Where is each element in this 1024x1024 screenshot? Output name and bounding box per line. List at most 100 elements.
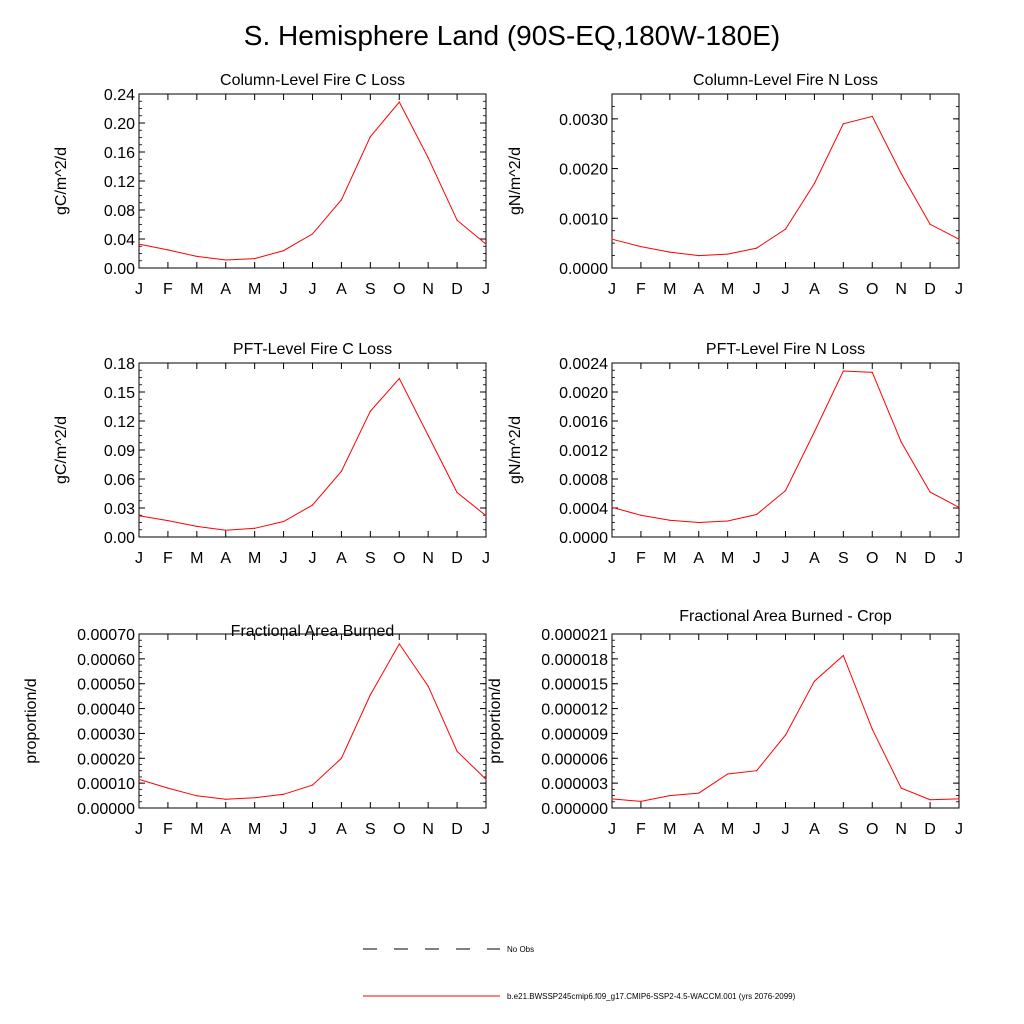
figure-title: S. Hemisphere Land (90S-EQ,180W-180E) bbox=[243, 20, 781, 51]
y-tick-label: 0.20 bbox=[104, 116, 135, 133]
x-tick-label: M bbox=[663, 281, 676, 298]
data-point bbox=[784, 228, 787, 230]
x-tick-label: D bbox=[924, 281, 936, 298]
series-line bbox=[138, 377, 487, 531]
y-tick-label: 0.000015 bbox=[541, 677, 608, 694]
y-tick-label: 0.0000 bbox=[559, 261, 608, 278]
x-tick-label: S bbox=[365, 821, 376, 838]
x-tick-label: O bbox=[393, 281, 405, 298]
x-tick-label: M bbox=[190, 550, 203, 567]
x-tick-label: D bbox=[924, 550, 936, 567]
panel-title: Column-Level Fire C Loss bbox=[220, 72, 405, 89]
x-tick-label: A bbox=[809, 281, 820, 298]
x-tick-label: A bbox=[809, 550, 820, 567]
y-tick-label: 0.0012 bbox=[559, 443, 608, 460]
data-point bbox=[842, 123, 844, 125]
plot-frame bbox=[138, 362, 487, 538]
x-tick-label: J bbox=[280, 550, 288, 567]
x-tick-label: J bbox=[280, 281, 288, 298]
data-point bbox=[727, 773, 729, 775]
x-tick-label: D bbox=[451, 550, 463, 567]
y-axis-label: gC/m^2/d bbox=[53, 147, 70, 215]
data-point bbox=[698, 254, 700, 257]
x-tick-label: F bbox=[636, 821, 646, 838]
x-tick-label: J bbox=[608, 821, 616, 838]
y-tick-label: 0.09 bbox=[104, 443, 135, 460]
series-line bbox=[611, 370, 960, 524]
y-tick-label: 0.00 bbox=[104, 261, 135, 278]
data-point bbox=[254, 527, 256, 529]
data-point bbox=[398, 643, 400, 645]
data-point bbox=[398, 101, 400, 103]
x-tick-label: A bbox=[220, 550, 231, 567]
y-tick-label: 0.0000 bbox=[559, 530, 608, 547]
x-tick-label: J bbox=[753, 821, 761, 838]
x-tick-label: J bbox=[955, 550, 963, 567]
data-point bbox=[282, 250, 285, 252]
data-point bbox=[225, 529, 227, 531]
y-tick-label: 0.000003 bbox=[541, 776, 608, 793]
x-tick-label: J bbox=[782, 821, 790, 838]
x-tick-label: F bbox=[636, 550, 646, 567]
legend: No Obs b.e21.BWSSP245cmip6.f09_g17.CMIP6-… bbox=[363, 945, 796, 1001]
panel-title: PFT-Level Fire C Loss bbox=[233, 341, 392, 358]
data-point bbox=[138, 243, 140, 245]
x-tick-label: J bbox=[782, 281, 790, 298]
x-tick-label: J bbox=[753, 550, 761, 567]
y-axis-label: proportion/d bbox=[23, 678, 40, 763]
y-tick-label: 0.00030 bbox=[77, 726, 135, 743]
x-tick-label: J bbox=[280, 821, 288, 838]
x-tick-label: S bbox=[838, 821, 849, 838]
data-point bbox=[138, 778, 140, 781]
data-point bbox=[727, 253, 729, 255]
x-tick-label: A bbox=[336, 550, 347, 567]
y-tick-label: 0.15 bbox=[104, 385, 135, 402]
y-tick-label: 0.18 bbox=[104, 356, 135, 373]
x-tick-label: M bbox=[248, 821, 261, 838]
x-tick-label: M bbox=[721, 550, 734, 567]
data-point bbox=[611, 798, 613, 800]
y-tick-label: 0.00040 bbox=[77, 702, 135, 719]
x-tick-label: N bbox=[895, 821, 907, 838]
y-tick-label: 0.00 bbox=[104, 530, 135, 547]
x-tick-label: O bbox=[393, 550, 405, 567]
x-tick-label: A bbox=[693, 550, 704, 567]
data-point bbox=[369, 694, 371, 696]
data-point bbox=[456, 219, 458, 221]
x-tick-label: A bbox=[336, 821, 347, 838]
y-tick-label: 0.0020 bbox=[559, 162, 608, 179]
data-point bbox=[282, 793, 285, 795]
legend-label: No Obs bbox=[507, 945, 534, 954]
data-point bbox=[485, 515, 487, 517]
x-tick-label: O bbox=[393, 821, 405, 838]
y-tick-label: 0.12 bbox=[104, 174, 135, 191]
y-tick-label: 0.000021 bbox=[541, 627, 608, 644]
data-point bbox=[871, 115, 873, 117]
y-tick-label: 0.0010 bbox=[559, 211, 608, 228]
x-tick-label: J bbox=[135, 550, 143, 567]
x-tick-label: D bbox=[451, 821, 463, 838]
y-tick-label: 0.000012 bbox=[541, 702, 608, 719]
x-tick-label: M bbox=[663, 550, 676, 567]
x-tick-label: M bbox=[248, 550, 261, 567]
data-point bbox=[669, 519, 671, 521]
y-tick-label: 0.00000 bbox=[77, 801, 135, 818]
y-axis-label: gC/m^2/d bbox=[53, 416, 70, 484]
panel-title: PFT-Level Fire N Loss bbox=[706, 341, 865, 358]
data-point bbox=[698, 792, 700, 794]
y-tick-label: 0.0004 bbox=[559, 501, 608, 518]
panel-title: Fractional Area Burned - Crop bbox=[679, 608, 892, 625]
y-tick-label: 0.16 bbox=[104, 145, 135, 162]
y-axis-label: gN/m^2/d bbox=[507, 416, 524, 484]
data-point bbox=[311, 504, 314, 506]
data-point bbox=[640, 800, 642, 802]
x-tick-label: O bbox=[866, 550, 878, 567]
y-tick-label: 0.06 bbox=[104, 472, 135, 489]
x-tick-label: O bbox=[866, 821, 878, 838]
data-point bbox=[727, 520, 729, 522]
